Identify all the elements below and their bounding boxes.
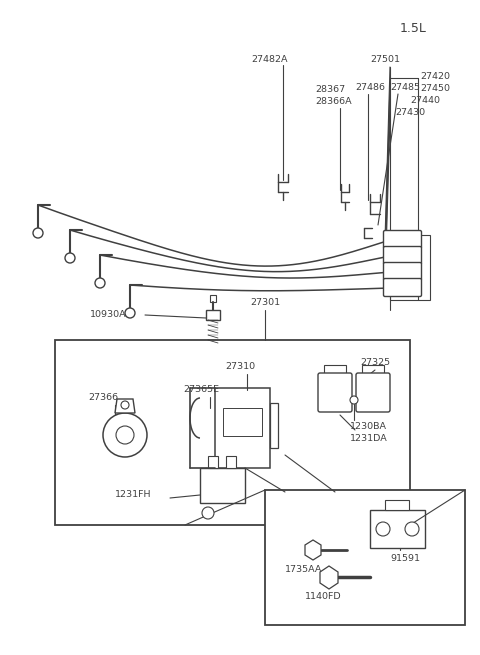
Text: 27325: 27325 xyxy=(360,358,390,367)
Circle shape xyxy=(116,426,134,444)
Bar xyxy=(390,235,430,300)
Bar xyxy=(226,456,236,468)
Text: 27430: 27430 xyxy=(395,108,425,117)
Text: 27365E: 27365E xyxy=(183,385,219,394)
Text: 27486: 27486 xyxy=(355,83,385,92)
Text: 27366: 27366 xyxy=(88,393,118,402)
Text: 1735AA: 1735AA xyxy=(285,565,323,574)
Circle shape xyxy=(405,522,419,536)
Bar xyxy=(362,365,384,375)
Text: 27440: 27440 xyxy=(410,96,440,105)
Bar xyxy=(55,340,410,525)
Bar xyxy=(208,456,218,468)
FancyBboxPatch shape xyxy=(384,263,421,280)
Bar xyxy=(206,310,220,320)
Bar xyxy=(223,408,262,436)
FancyBboxPatch shape xyxy=(356,373,390,412)
Bar xyxy=(200,468,245,503)
Text: 28366A: 28366A xyxy=(315,97,352,106)
Polygon shape xyxy=(320,566,338,589)
Polygon shape xyxy=(115,399,135,413)
Bar xyxy=(390,267,410,276)
Text: 1230BA: 1230BA xyxy=(350,422,387,431)
Bar xyxy=(390,283,410,292)
Text: 27450: 27450 xyxy=(420,84,450,93)
Circle shape xyxy=(95,278,105,288)
Circle shape xyxy=(350,396,358,404)
Bar xyxy=(210,295,216,302)
Polygon shape xyxy=(305,540,321,560)
Text: 1140FD: 1140FD xyxy=(305,592,342,601)
Bar xyxy=(390,235,410,244)
Text: 1231FH: 1231FH xyxy=(115,490,152,499)
Bar xyxy=(265,490,465,625)
Text: 27301: 27301 xyxy=(250,298,280,307)
Circle shape xyxy=(202,507,214,519)
Bar xyxy=(385,500,409,510)
Circle shape xyxy=(125,308,135,318)
Text: 10930A: 10930A xyxy=(90,310,127,319)
Text: 27420: 27420 xyxy=(420,72,450,81)
FancyBboxPatch shape xyxy=(318,373,352,412)
Text: 27310: 27310 xyxy=(225,362,255,371)
Text: 1231DA: 1231DA xyxy=(350,434,388,443)
Circle shape xyxy=(103,413,147,457)
Text: 91591: 91591 xyxy=(390,554,420,563)
Circle shape xyxy=(65,253,75,263)
Circle shape xyxy=(33,228,43,238)
Circle shape xyxy=(376,522,390,536)
Text: 27485: 27485 xyxy=(390,83,420,92)
Bar xyxy=(215,388,270,468)
Bar xyxy=(370,510,425,548)
Bar xyxy=(270,403,278,448)
FancyBboxPatch shape xyxy=(384,278,421,297)
Text: 27501: 27501 xyxy=(370,55,400,64)
Bar xyxy=(390,251,410,260)
FancyBboxPatch shape xyxy=(384,231,421,248)
Bar xyxy=(324,365,346,375)
Text: 1.5L: 1.5L xyxy=(400,22,427,35)
Circle shape xyxy=(121,401,129,409)
Text: 27482A: 27482A xyxy=(252,55,288,64)
FancyBboxPatch shape xyxy=(384,246,421,265)
Text: 28367: 28367 xyxy=(315,85,345,94)
